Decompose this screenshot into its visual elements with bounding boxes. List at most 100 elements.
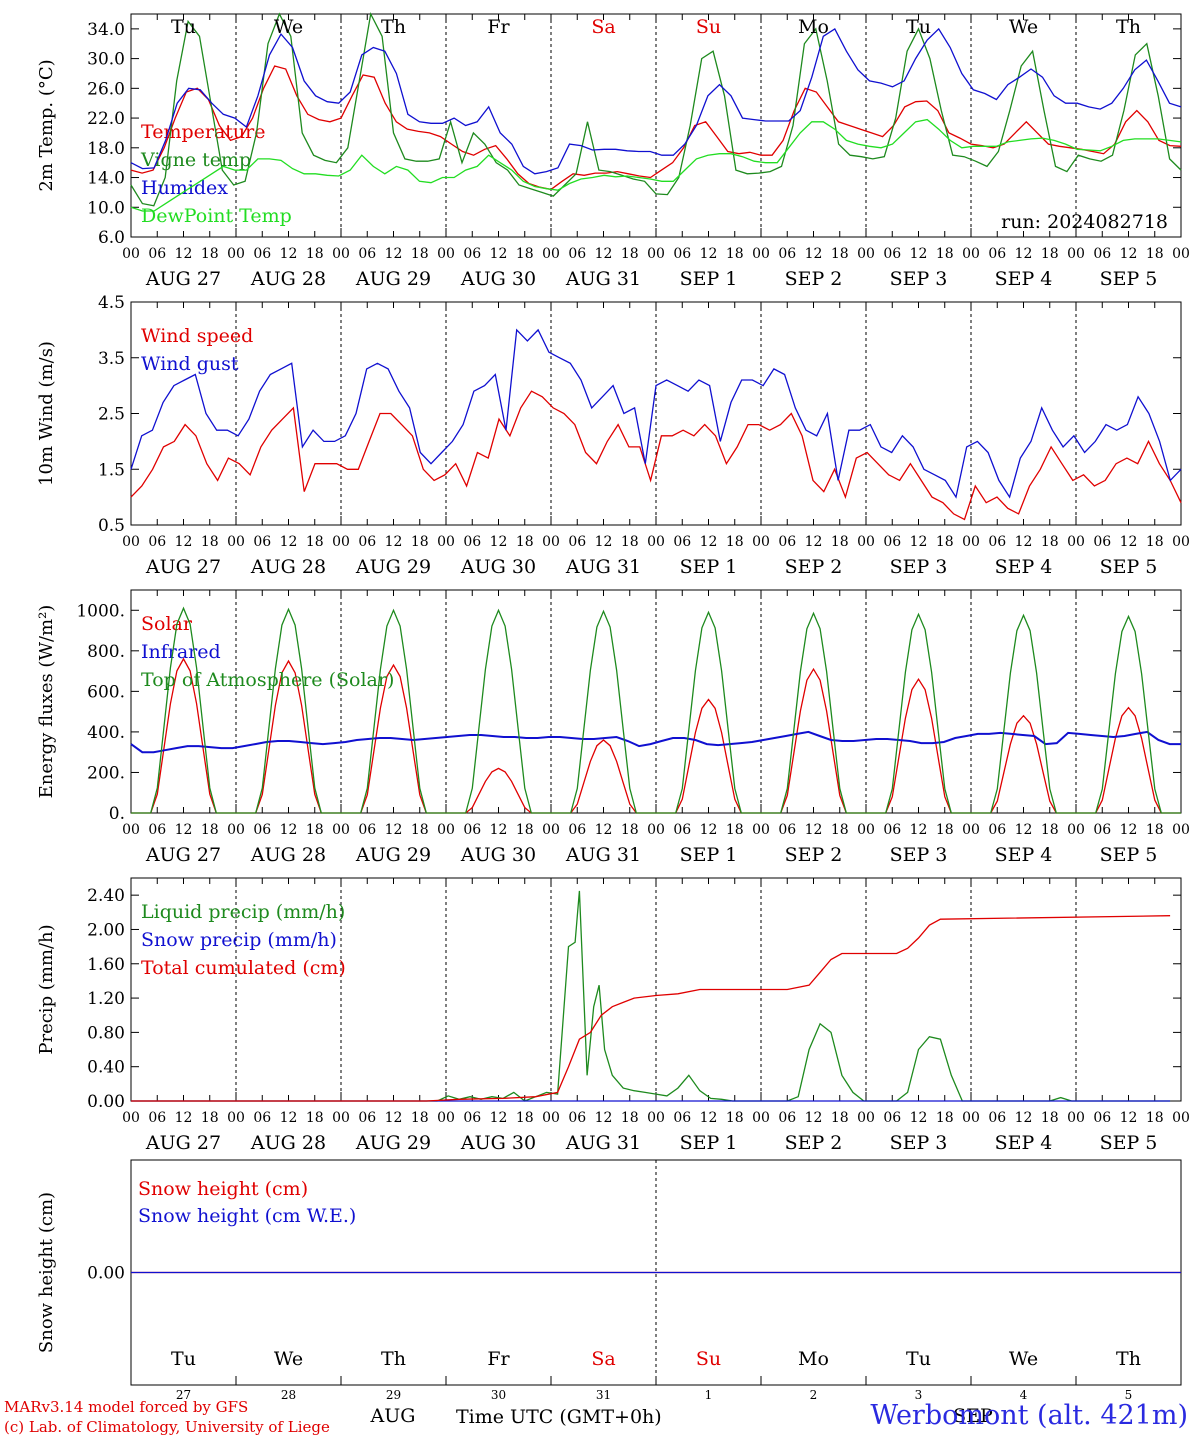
hour-label: 12 — [1015, 534, 1033, 550]
hour-label: 00 — [1172, 822, 1190, 838]
hour-label: 18 — [516, 246, 534, 262]
weekday-label: We — [274, 1348, 303, 1370]
hour-label: 12 — [700, 822, 718, 838]
hour-label: 06 — [778, 534, 796, 550]
y-tick-label: 1.5 — [98, 460, 125, 480]
y-tick-label: 0. — [109, 804, 125, 824]
weekday-label: We — [274, 16, 303, 38]
series-line-dewpoint-temp — [130, 118, 1182, 212]
hour-label: 00 — [962, 534, 980, 550]
weekday-label: Th — [381, 16, 406, 38]
hour-label: 12 — [385, 246, 403, 262]
weekday-label: Tu — [171, 16, 196, 38]
date-label: SEP 3 — [890, 844, 948, 866]
run-label: run: 2024082718 — [1001, 211, 1168, 233]
hour-label: 06 — [148, 1110, 166, 1126]
weekday-label: Th — [1116, 16, 1141, 38]
hour-label: 06 — [883, 1110, 901, 1126]
hour-label: 18 — [411, 246, 429, 262]
hour-label: 06 — [253, 1110, 271, 1126]
date-label: AUG 30 — [460, 268, 536, 290]
date-label: SEP 1 — [680, 1132, 738, 1154]
hour-label: 12 — [1015, 1110, 1033, 1126]
hour-label: 06 — [778, 822, 796, 838]
hour-label: 06 — [1093, 1110, 1111, 1126]
hour-label: 18 — [621, 822, 639, 838]
series-line-wind-gust — [130, 328, 1182, 499]
hour-label: 18 — [411, 822, 429, 838]
hour-label: 12 — [1120, 534, 1138, 550]
y-axis-label: Energy fluxes (W/m²) — [36, 605, 57, 799]
date-label: AUG 30 — [460, 1132, 536, 1154]
hour-label: 18 — [936, 246, 954, 262]
date-label: SEP 2 — [785, 556, 843, 578]
date-label: AUG 30 — [460, 844, 536, 866]
day-number: 4 — [1020, 1388, 1028, 1402]
day-number: 3 — [915, 1388, 923, 1402]
hour-label: 00 — [122, 246, 140, 262]
legend-item: Snow height (cm) — [138, 1178, 308, 1200]
hour-label: 12 — [280, 822, 298, 838]
hour-label: 00 — [647, 1110, 665, 1126]
date-label: AUG 31 — [565, 844, 641, 866]
hour-label: 18 — [306, 1110, 324, 1126]
lab-credit: (c) Lab. of Climatology, University of L… — [4, 1418, 330, 1436]
date-label: AUG 28 — [250, 844, 326, 866]
date-label: SEP 4 — [995, 844, 1053, 866]
hour-label: 00 — [227, 822, 245, 838]
hour-label: 12 — [595, 822, 613, 838]
date-label: AUG 31 — [565, 268, 641, 290]
hour-label: 12 — [910, 1110, 928, 1126]
weekday-label: Th — [1116, 1348, 1141, 1370]
hour-label: 06 — [148, 822, 166, 838]
hour-label: 18 — [831, 822, 849, 838]
hour-label: 06 — [988, 246, 1006, 262]
date-label: SEP 3 — [890, 1132, 948, 1154]
date-label: AUG 29 — [355, 844, 431, 866]
hour-label: 18 — [516, 822, 534, 838]
y-axis-label: Snow height (cm) — [36, 1192, 57, 1353]
series-line-wind-speed — [130, 390, 1182, 521]
hour-label: 18 — [621, 246, 639, 262]
hour-label: 12 — [595, 1110, 613, 1126]
series-line-humidex — [130, 27, 1182, 175]
hour-label: 06 — [883, 534, 901, 550]
plot-frame-3 — [130, 589, 1182, 814]
y-tick-label: 3.5 — [98, 349, 125, 369]
date-label: AUG 29 — [355, 268, 431, 290]
hour-label: 00 — [122, 534, 140, 550]
hour-label: 12 — [1120, 822, 1138, 838]
hour-label: 06 — [358, 822, 376, 838]
weekday-label: Fr — [487, 1348, 510, 1370]
day-number: 2 — [810, 1388, 818, 1402]
hour-label: 18 — [621, 534, 639, 550]
station-label: Werbomont (alt. 421m) — [870, 1400, 1188, 1431]
hour-label: 06 — [673, 1110, 691, 1126]
hour-label: 06 — [1093, 246, 1111, 262]
hour-label: 00 — [437, 822, 455, 838]
hour-label: 06 — [568, 1110, 586, 1126]
hour-label: 18 — [306, 822, 324, 838]
hour-label: 18 — [831, 1110, 849, 1126]
weekday-label: Fr — [487, 16, 510, 38]
weekday-label: Tu — [906, 1348, 931, 1370]
hour-label: 18 — [411, 534, 429, 550]
hour-label: 06 — [988, 534, 1006, 550]
legend-item: Humidex — [141, 177, 228, 199]
day-number: 31 — [596, 1388, 611, 1402]
hour-label: 00 — [1172, 1110, 1190, 1126]
hour-label: 00 — [1172, 246, 1190, 262]
weekday-label: We — [1009, 1348, 1038, 1370]
hour-label: 18 — [726, 822, 744, 838]
date-label: AUG 27 — [145, 556, 221, 578]
hour-label: 06 — [673, 534, 691, 550]
hour-label: 18 — [516, 534, 534, 550]
hour-label: 18 — [831, 534, 849, 550]
date-label: SEP 3 — [890, 556, 948, 578]
date-label: SEP 3 — [890, 268, 948, 290]
hour-label: 18 — [1041, 822, 1059, 838]
hour-label: 12 — [385, 822, 403, 838]
hour-label: 00 — [857, 534, 875, 550]
day-number: 5 — [1125, 1388, 1133, 1402]
